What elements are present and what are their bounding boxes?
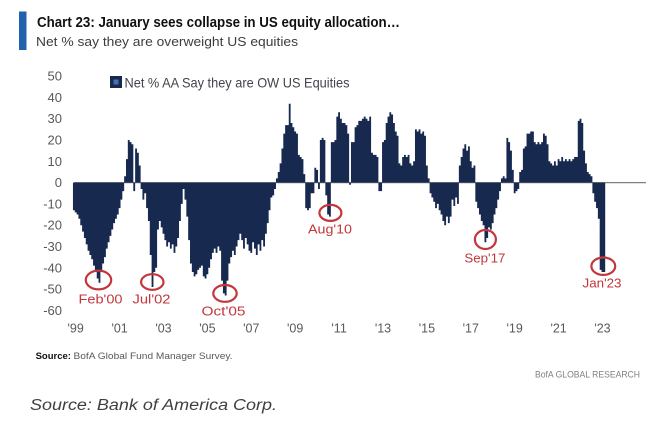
svg-text:-30: -30	[43, 239, 62, 254]
svg-text:'15: '15	[419, 322, 435, 336]
svg-text:Oct'05: Oct'05	[202, 303, 246, 318]
svg-text:Sep'17: Sep'17	[464, 250, 505, 265]
svg-text:'05: '05	[199, 322, 215, 336]
svg-text:'09: '09	[287, 322, 303, 336]
svg-text:BofA GLOBAL RESEARCH: BofA GLOBAL RESEARCH	[535, 370, 640, 380]
svg-text:Source:: Source:	[36, 351, 71, 362]
svg-text:Jul'02: Jul'02	[133, 291, 171, 306]
svg-text:30: 30	[48, 111, 62, 126]
svg-text:BofA Global Fund Manager Surve: BofA Global Fund Manager Survey.	[74, 351, 233, 362]
svg-text:-20: -20	[43, 218, 62, 233]
svg-text:10: 10	[48, 154, 62, 169]
svg-text:Net % say they are overweight: Net % say they are overweight US equitie…	[36, 34, 299, 49]
svg-text:50: 50	[48, 69, 62, 84]
svg-text:'13: '13	[375, 322, 391, 336]
svg-text:'11: '11	[331, 322, 346, 336]
svg-text:-60: -60	[43, 303, 62, 318]
svg-text:Aug'10: Aug'10	[308, 222, 352, 237]
svg-text:Net % AA Say they are OW US Eq: Net % AA Say they are OW US Equities	[125, 75, 350, 91]
svg-text:-10: -10	[43, 196, 62, 211]
svg-text:Feb'00: Feb'00	[79, 291, 123, 306]
svg-text:'01: '01	[111, 322, 127, 336]
svg-text:-50: -50	[43, 282, 62, 297]
svg-text:'99: '99	[68, 322, 84, 336]
svg-text:'17: '17	[463, 322, 479, 336]
svg-text:40: 40	[48, 90, 62, 105]
svg-text:'03: '03	[155, 322, 171, 336]
svg-text:Jan'23: Jan'23	[583, 276, 622, 291]
svg-text:0: 0	[55, 175, 62, 190]
svg-text:'19: '19	[507, 322, 523, 336]
svg-text:-40: -40	[43, 260, 62, 275]
svg-text:'07: '07	[243, 322, 259, 336]
svg-text:20: 20	[48, 133, 62, 148]
svg-text:'21: '21	[550, 322, 566, 336]
svg-text:Source: Bank of America Corp.: Source: Bank of America Corp.	[30, 397, 277, 414]
svg-text:'23: '23	[594, 322, 610, 336]
svg-text:Chart 23: January sees collaps: Chart 23: January sees collapse in US eq…	[37, 15, 400, 31]
